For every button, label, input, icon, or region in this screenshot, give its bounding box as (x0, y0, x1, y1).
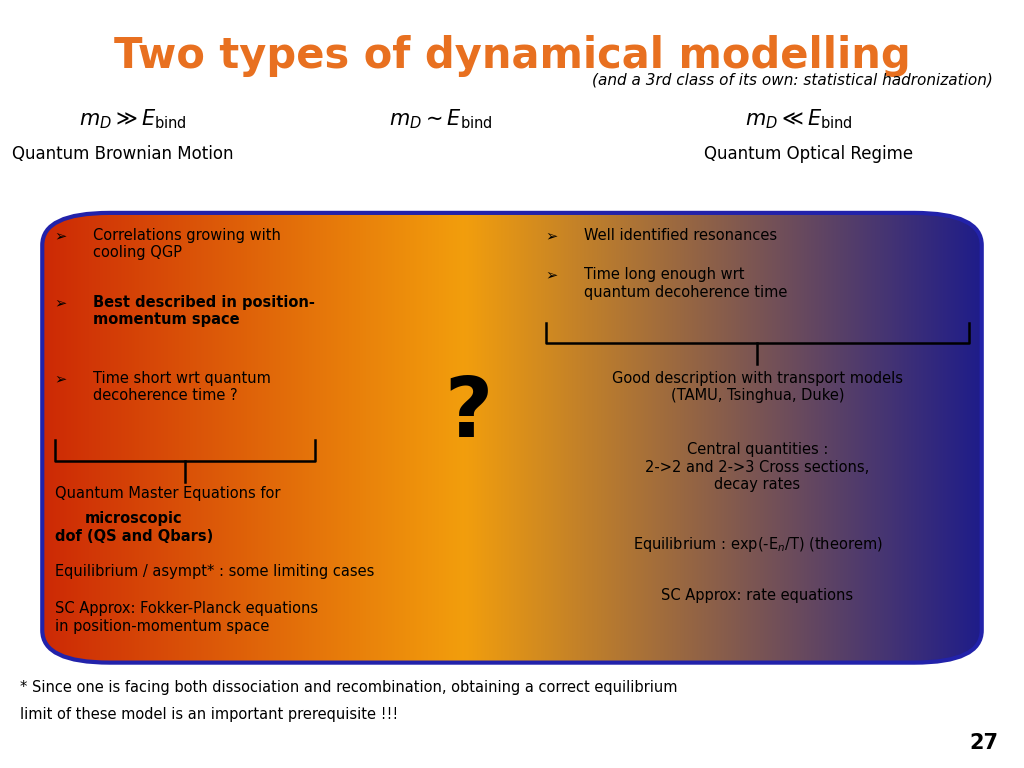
Text: Time long enough wrt
quantum decoherence time: Time long enough wrt quantum decoherence… (584, 267, 787, 300)
Text: SC Approx: Fokker-Planck equations
in position-momentum space: SC Approx: Fokker-Planck equations in po… (55, 601, 317, 634)
Text: limit of these model is an important prerequisite !!!: limit of these model is an important pre… (20, 707, 398, 722)
Text: ➢: ➢ (546, 267, 558, 283)
Text: microscopic
dof (QS and Qbars): microscopic dof (QS and Qbars) (55, 511, 213, 544)
Text: Two types of dynamical modelling: Two types of dynamical modelling (114, 35, 910, 77)
Text: ?: ? (444, 373, 493, 454)
Text: Central quantities :
2->2 and 2->3 Cross sections,
decay rates: Central quantities : 2->2 and 2->3 Cross… (645, 442, 869, 492)
Text: $m_D \ll E_{\rm bind}$: $m_D \ll E_{\rm bind}$ (744, 108, 853, 131)
Text: Quantum Brownian Motion: Quantum Brownian Motion (12, 144, 233, 163)
Text: ➢: ➢ (55, 295, 67, 310)
Text: 27: 27 (970, 733, 998, 753)
Text: Good description with transport models
(TAMU, Tsinghua, Duke): Good description with transport models (… (612, 371, 903, 403)
Text: Well identified resonances: Well identified resonances (584, 228, 777, 243)
Text: (and a 3rd class of its own: statistical hadronization): (and a 3rd class of its own: statistical… (593, 73, 993, 88)
Text: $m_D \sim E_{\rm bind}$: $m_D \sim E_{\rm bind}$ (388, 108, 493, 131)
Text: * Since one is facing both dissociation and recombination, obtaining a correct e: * Since one is facing both dissociation … (20, 680, 678, 695)
Text: Time short wrt quantum
decoherence time ?: Time short wrt quantum decoherence time … (93, 371, 271, 403)
Text: Quantum Optical Regime: Quantum Optical Regime (705, 144, 913, 163)
Text: Correlations growing with
cooling QGP: Correlations growing with cooling QGP (93, 228, 282, 260)
Text: SC Approx: rate equations: SC Approx: rate equations (662, 588, 854, 603)
Text: ➢: ➢ (55, 228, 67, 243)
Text: Best described in position-
momentum space: Best described in position- momentum spa… (93, 295, 315, 327)
Text: Quantum Master Equations for: Quantum Master Equations for (55, 486, 285, 502)
Text: ➢: ➢ (55, 371, 67, 386)
Text: Equilibrium : exp(-E$_n$/T) (theorem): Equilibrium : exp(-E$_n$/T) (theorem) (633, 535, 883, 554)
Text: ➢: ➢ (546, 228, 558, 243)
Text: $m_D \gg E_{\rm bind}$: $m_D \gg E_{\rm bind}$ (79, 108, 187, 131)
Text: Equilibrium / asympt* : some limiting cases: Equilibrium / asympt* : some limiting ca… (55, 564, 374, 580)
